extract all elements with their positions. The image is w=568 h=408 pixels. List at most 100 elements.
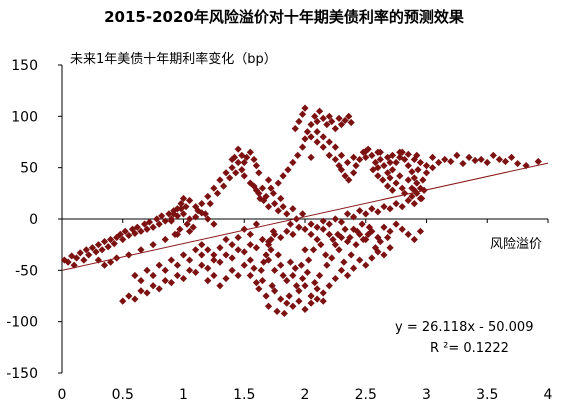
y-tick-label: 150: [11, 58, 38, 74]
data-point: [404, 230, 412, 238]
data-point: [331, 143, 339, 151]
data-point: [258, 235, 267, 244]
data-point: [459, 159, 467, 168]
data-point: [161, 277, 169, 285]
data-point: [291, 264, 299, 272]
data-point: [131, 271, 139, 280]
data-point: [313, 235, 321, 244]
data-point: [413, 151, 421, 159]
data-point: [234, 145, 242, 153]
data-point: [252, 162, 260, 170]
data-point: [226, 174, 234, 182]
data-point: [289, 302, 297, 310]
data-point: [149, 223, 157, 231]
data-point: [161, 266, 169, 274]
data-point: [228, 164, 236, 172]
data-point: [228, 155, 236, 164]
data-point: [291, 125, 299, 133]
data-point: [343, 158, 352, 167]
data-point: [158, 212, 166, 220]
data-point: [100, 237, 109, 246]
data-point: [328, 117, 336, 126]
data-point: [283, 277, 291, 285]
data-point: [273, 307, 281, 315]
data-point: [350, 225, 358, 233]
data-point: [350, 264, 358, 272]
data-point: [365, 223, 373, 231]
data-point: [453, 151, 461, 159]
data-point: [165, 210, 173, 218]
data-point: [410, 174, 418, 182]
data-point: [313, 128, 321, 136]
data-point: [125, 292, 133, 300]
data-point: [331, 274, 339, 283]
data-point: [234, 233, 242, 242]
data-point: [274, 207, 282, 215]
data-point: [441, 155, 449, 164]
data-point: [379, 176, 387, 184]
data-point: [388, 151, 397, 159]
data-point: [319, 217, 327, 225]
data-point: [204, 246, 212, 254]
data-point: [343, 271, 352, 280]
data-point: [325, 230, 333, 238]
x-tick-label: 0: [58, 387, 67, 403]
data-point: [315, 107, 324, 115]
data-point: [307, 292, 315, 300]
data-point: [374, 164, 382, 172]
data-point: [262, 251, 270, 259]
data-point: [246, 271, 254, 280]
data-point: [280, 309, 288, 318]
data-point: [234, 271, 242, 280]
data-point: [238, 151, 246, 159]
data-point: [198, 209, 206, 217]
data-point: [250, 264, 258, 272]
data-point: [92, 248, 100, 256]
data-point: [331, 125, 339, 133]
data-point: [149, 271, 157, 280]
data-point: [384, 169, 392, 177]
data-point: [303, 268, 312, 276]
data-point: [271, 266, 279, 274]
data-point: [271, 200, 279, 208]
data-point: [428, 153, 437, 161]
data-point: [285, 292, 293, 300]
data-point: [392, 200, 400, 208]
data-point: [240, 225, 248, 233]
data-point: [422, 162, 431, 170]
data-point: [161, 235, 169, 244]
data-point: [185, 227, 194, 235]
data-point: [301, 135, 309, 143]
data-point: [301, 282, 309, 290]
data-point: [110, 240, 118, 248]
data-point: [228, 241, 236, 249]
data-point: [325, 282, 333, 290]
y-tick-label: -150: [6, 366, 38, 382]
y-tick-label: 0: [29, 212, 38, 228]
data-point: [170, 210, 178, 218]
data-point: [153, 215, 161, 223]
data-point: [206, 200, 214, 208]
data-point: [267, 246, 275, 254]
data-point: [368, 151, 376, 159]
data-point: [297, 261, 305, 269]
data-point: [143, 289, 151, 297]
data-point: [286, 258, 295, 266]
data-point: [228, 266, 236, 274]
data-point: [313, 285, 321, 293]
data-point: [80, 256, 88, 264]
data-point: [289, 271, 297, 280]
data-point: [283, 227, 291, 235]
data-point: [325, 151, 333, 159]
data-point: [315, 271, 324, 280]
data-point: [380, 251, 388, 259]
data-point: [356, 230, 364, 238]
data-point: [447, 157, 455, 166]
data-point: [137, 246, 145, 254]
data-point: [323, 120, 331, 129]
data-point: [267, 235, 275, 244]
data-point: [328, 254, 336, 262]
data-point: [216, 244, 224, 252]
data-point: [350, 213, 358, 221]
data-point: [322, 251, 330, 259]
